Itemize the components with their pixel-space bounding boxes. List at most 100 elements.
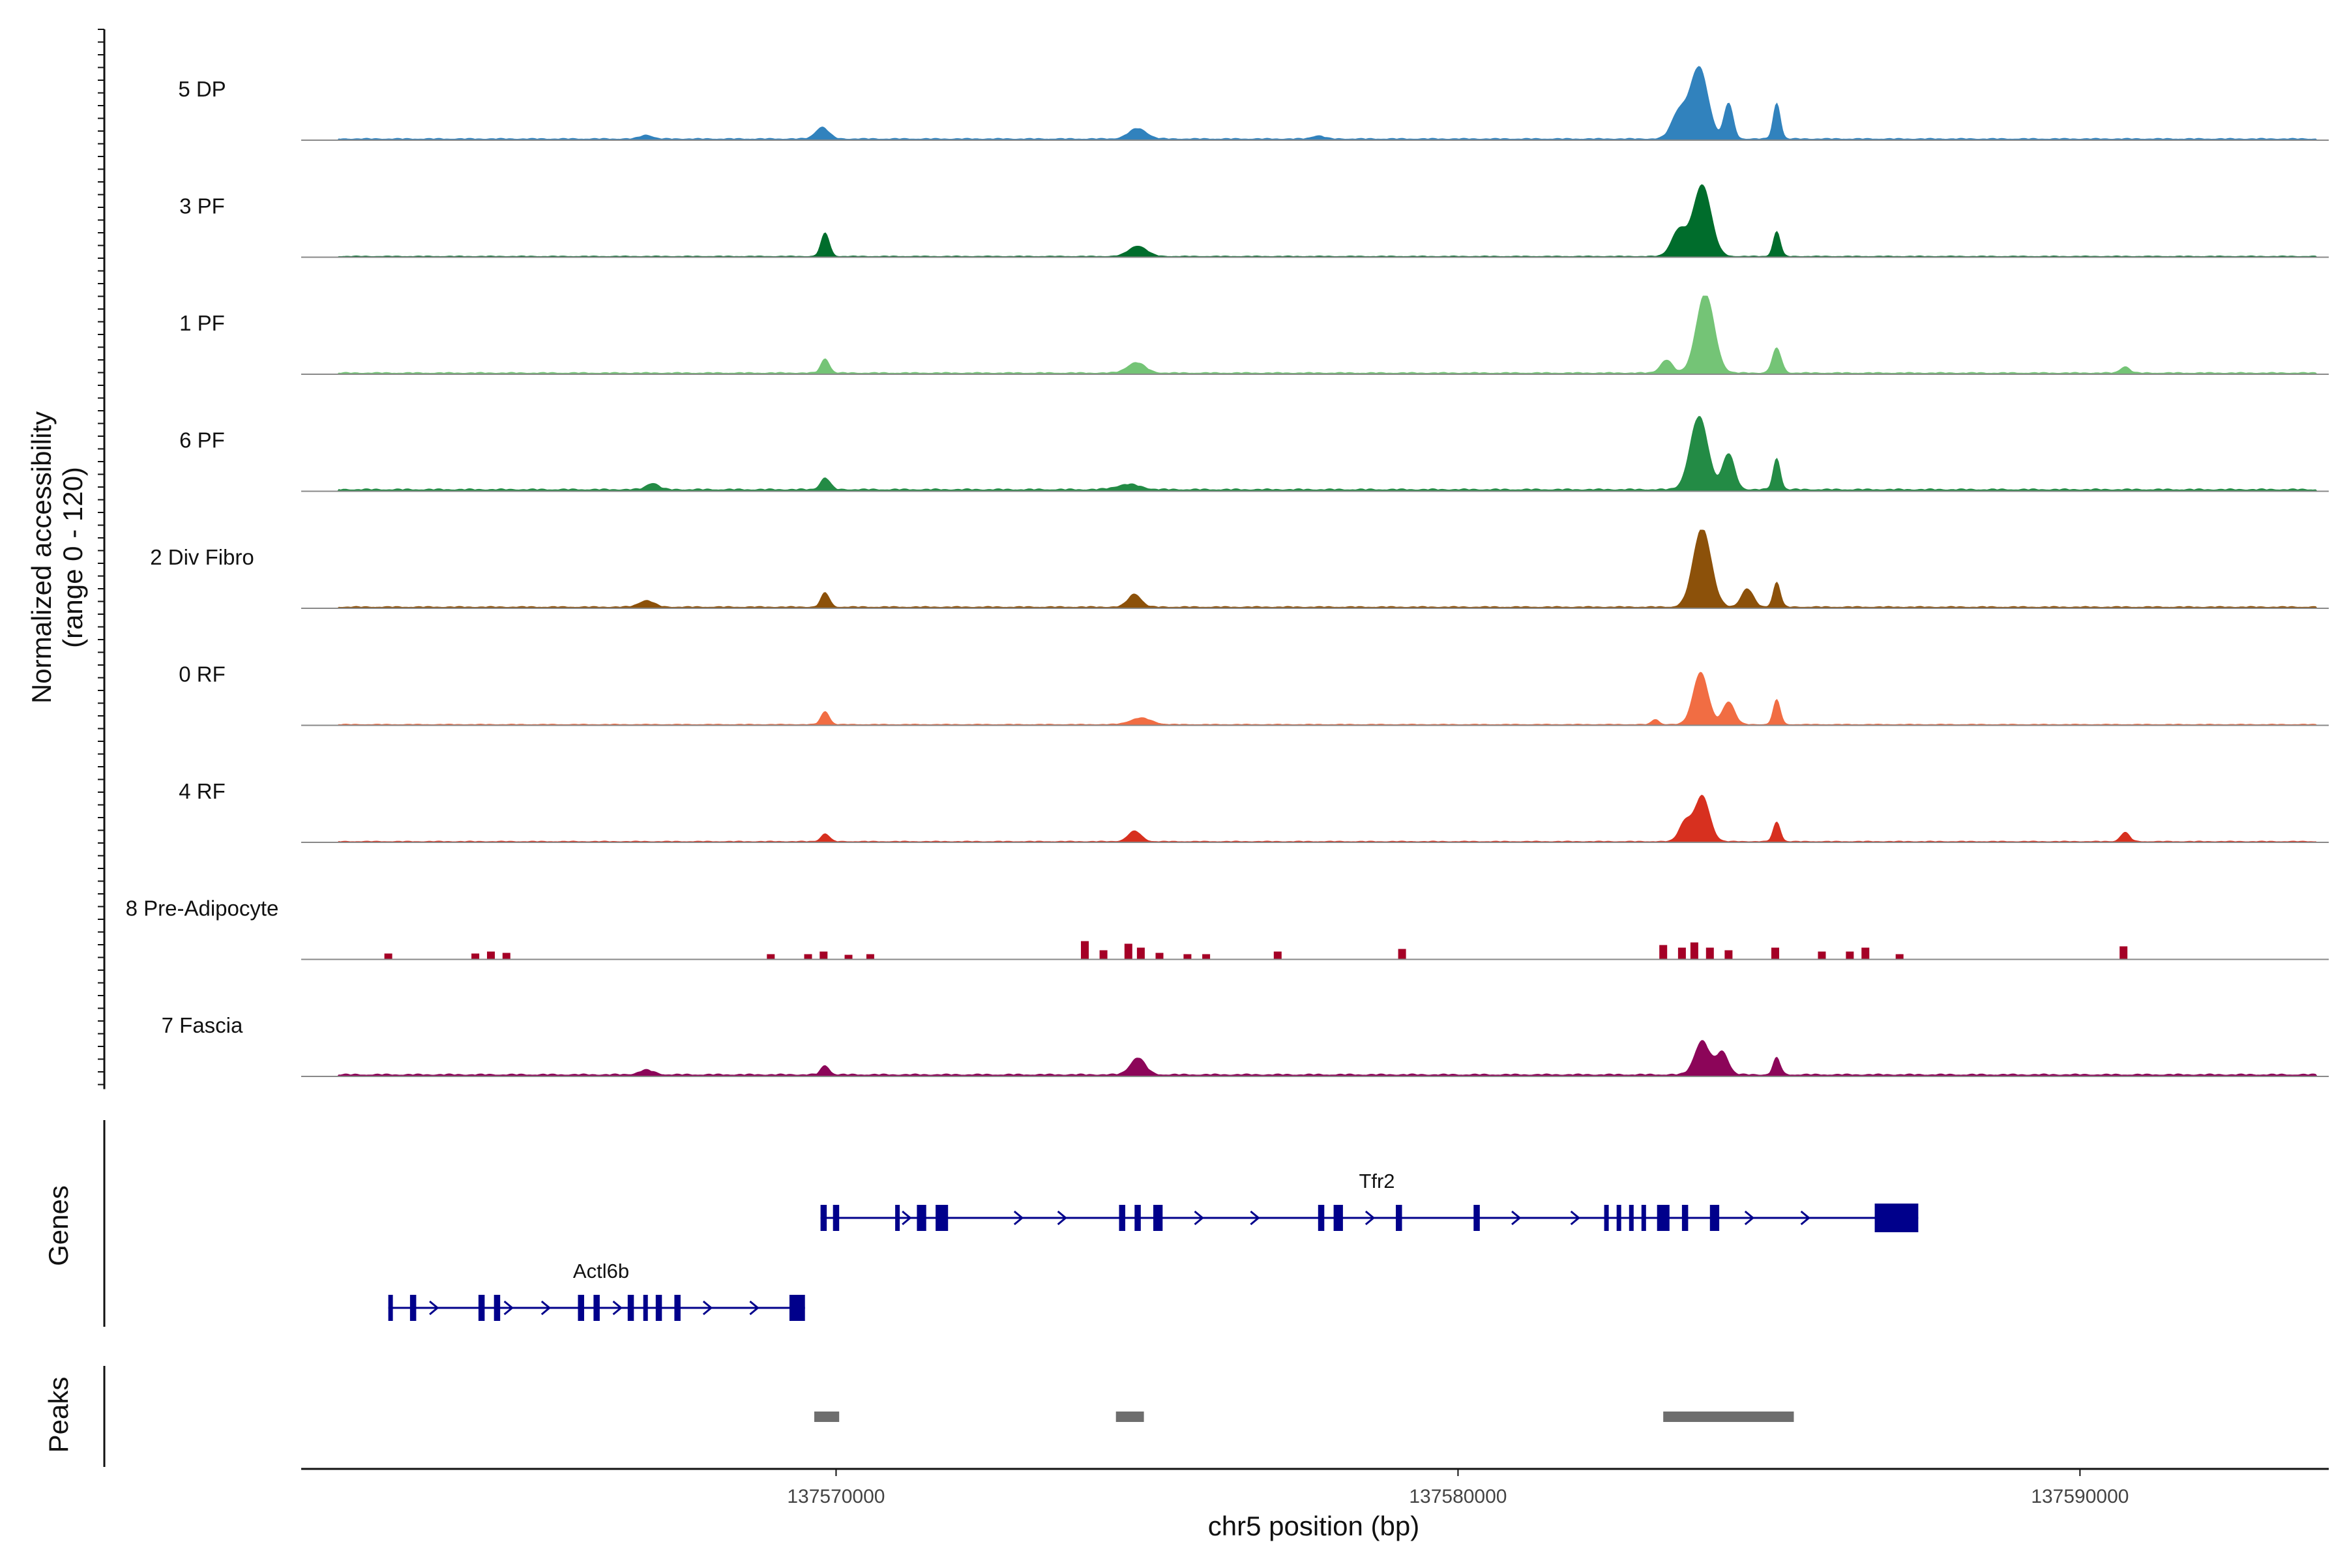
gene-strand-arrow xyxy=(1250,1210,1260,1226)
gene-exon xyxy=(643,1295,648,1321)
coverage-area xyxy=(301,416,2329,492)
coverage-bar xyxy=(384,953,392,960)
gene-exon xyxy=(1134,1205,1141,1231)
coverage-area xyxy=(301,295,2329,375)
gene-exon xyxy=(494,1295,501,1321)
coverage-bar xyxy=(1677,947,1686,960)
track-0-rf: 0 RF xyxy=(179,662,2329,726)
gene-exon xyxy=(578,1295,584,1321)
coverage-bar xyxy=(767,954,775,960)
coverage-area xyxy=(301,795,2329,843)
gene-exon xyxy=(1396,1205,1402,1231)
coverage-bar xyxy=(2119,946,2128,960)
gene-exon xyxy=(1318,1205,1325,1231)
gene-strand-arrow xyxy=(702,1300,713,1316)
gene-strand-arrow xyxy=(1365,1210,1376,1226)
gene-label: Actl6b xyxy=(573,1260,629,1282)
coverage-bar xyxy=(1705,947,1714,960)
coverage-area xyxy=(301,184,2329,258)
gene-exon xyxy=(1709,1205,1720,1231)
gene-strand-arrow xyxy=(612,1300,623,1316)
track-label: 2 Div Fibro xyxy=(150,545,254,569)
track-label: 0 RF xyxy=(179,662,226,687)
gene-exon xyxy=(1657,1205,1670,1231)
coverage-bar xyxy=(1155,953,1164,960)
coverage-bar xyxy=(804,954,812,960)
coverage-bar xyxy=(1398,949,1406,960)
gene-tfr2: Tfr2 xyxy=(820,1170,1919,1232)
coverage-area xyxy=(301,672,2329,726)
coverage-bar xyxy=(866,954,874,960)
coverage-bar xyxy=(502,953,510,960)
track-3-pf: 3 PF xyxy=(179,184,2329,258)
coverage-bar xyxy=(1846,951,1854,960)
x-tick-label: 137570000 xyxy=(787,1486,885,1507)
gene-exon xyxy=(1153,1205,1163,1231)
peak-region xyxy=(1115,1412,1144,1422)
gene-exon xyxy=(478,1295,485,1321)
gene-strand-arrow xyxy=(503,1300,514,1316)
x-axis-title: chr5 position (bp) xyxy=(1208,1511,1420,1541)
gene-label: Tfr2 xyxy=(1359,1170,1395,1192)
coverage-bar xyxy=(471,953,480,960)
peaks-side-label: Peaks xyxy=(43,1377,74,1453)
gene-exon xyxy=(936,1205,949,1231)
gene-strand-arrow xyxy=(540,1300,552,1316)
coverage-bar xyxy=(1124,943,1132,960)
track-7-fascia: 7 Fascia xyxy=(162,1013,2329,1077)
coverage-bar xyxy=(1202,954,1211,960)
coverage-bar xyxy=(1690,942,1698,960)
track-label: 7 Fascia xyxy=(162,1013,243,1037)
coverage-bar xyxy=(1136,947,1145,960)
tracks-layer: 5 DP 3 PF 1 PF 6 PF 2 Div Fibro 0 RF 4 RF 8 Pre… xyxy=(98,29,2329,1089)
coverage-area xyxy=(301,1040,2329,1077)
track-2-div-fibro: 2 Div Fibro xyxy=(150,529,2329,609)
coverage-bar xyxy=(1861,947,1870,960)
genes-side-label: Genes xyxy=(43,1185,74,1266)
gene-strand-arrow xyxy=(1744,1210,1755,1226)
coverage-bar xyxy=(1099,950,1108,960)
gene-exon xyxy=(1473,1205,1480,1231)
y-axis-title: Normalized accessibility xyxy=(26,411,57,703)
peaks-layer xyxy=(103,1366,1794,1467)
gene-exon xyxy=(593,1295,600,1321)
gene-exon xyxy=(1604,1205,1609,1231)
gene-actl6b: Actl6b xyxy=(388,1260,805,1321)
gene-exon xyxy=(820,1205,827,1231)
track-label: 8 Pre-Adipocyte xyxy=(126,896,279,921)
coverage-bar xyxy=(1183,954,1192,960)
gene-exon xyxy=(388,1295,393,1321)
coverage-bar xyxy=(1818,951,1826,960)
coverage-bar xyxy=(1081,941,1089,960)
gene-exon xyxy=(627,1295,634,1321)
track-5-dp: 5 DP xyxy=(178,66,2329,141)
coverage-bar xyxy=(844,954,853,960)
coverage-bar xyxy=(819,951,828,960)
gene-exon xyxy=(674,1295,681,1321)
coverage-area xyxy=(301,66,2329,141)
gene-strand-arrow xyxy=(1013,1210,1024,1226)
gene-exon xyxy=(1874,1204,1919,1232)
track-8-pre-adipocyte: 8 Pre-Adipocyte xyxy=(126,896,2329,960)
gene-strand-arrow xyxy=(1194,1210,1204,1226)
gene-strand-arrow xyxy=(1057,1210,1067,1226)
gene-strand-arrow xyxy=(1570,1210,1581,1226)
gene-exon xyxy=(895,1205,900,1231)
track-label: 6 PF xyxy=(179,428,225,452)
track-label: 5 DP xyxy=(178,77,226,101)
gene-exon xyxy=(789,1295,805,1321)
genes-layer: Tfr2 Actl6b xyxy=(103,1120,1919,1327)
coverage-bar xyxy=(1724,950,1733,960)
gene-exon xyxy=(1641,1205,1646,1231)
track-label: 3 PF xyxy=(179,194,225,218)
gene-exon xyxy=(1616,1205,1621,1231)
y-axis-range: (range 0 - 120) xyxy=(57,467,88,648)
coverage-bar xyxy=(1273,951,1282,960)
gene-strand-arrow xyxy=(749,1300,760,1316)
gene-strand-arrow xyxy=(1511,1210,1522,1226)
gene-exon xyxy=(409,1295,417,1321)
gene-exon xyxy=(655,1295,662,1321)
coverage-area xyxy=(301,529,2329,609)
